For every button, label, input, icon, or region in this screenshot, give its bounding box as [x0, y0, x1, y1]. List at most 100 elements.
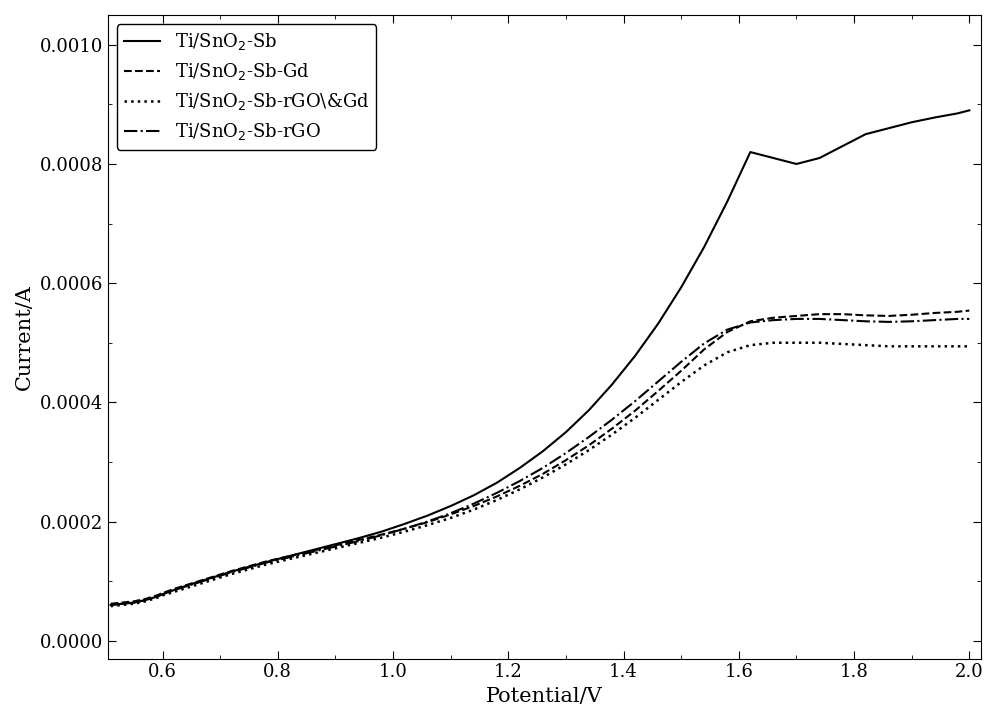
Ti/SnO$_2$-Sb-rGO: [214, 572, 226, 580]
Line: Ti/SnO$_2$-Sb-rGO: Ti/SnO$_2$-Sb-rGO: [111, 319, 969, 605]
Ti/SnO$_2$-Sb-Gd: [606, 424, 618, 433]
Ti/SnO$_2$-Sb-Gd: [376, 531, 388, 539]
Ti/SnO$_2$-Sb: [260, 558, 272, 567]
Ti/SnO$_2$-Sb-rGO: [813, 314, 825, 323]
Ti/SnO$_2$-Sb-Gd: [226, 567, 238, 575]
Ti/SnO$_2$-Sb: [422, 511, 434, 520]
Ti/SnO$_2$-Sb-rGO\&Gd: [929, 342, 941, 350]
Ti/SnO$_2$-Sb-rGO\&Gd: [744, 341, 756, 350]
Ti/SnO$_2$-Sb-Gd: [790, 311, 802, 320]
Ti/SnO$_2$-Sb-rGO\&Gd: [629, 414, 641, 423]
Ti/SnO$_2$-Sb-rGO: [491, 489, 503, 497]
Ti/SnO$_2$-Sb: [376, 527, 388, 536]
Ti/SnO$_2$-Sb: [491, 479, 503, 487]
Legend: Ti/SnO$_2$-Sb, Ti/SnO$_2$-Sb-Gd, Ti/SnO$_2$-Sb-rGO\&Gd, Ti/SnO$_2$-Sb-rGO: Ti/SnO$_2$-Sb, Ti/SnO$_2$-Sb-Gd, Ti/SnO$…: [117, 24, 376, 149]
Ti/SnO$_2$-Sb-Gd: [203, 574, 215, 583]
Ti/SnO$_2$-Sb-rGO: [157, 590, 169, 598]
Ti/SnO$_2$-Sb: [128, 598, 140, 607]
Ti/SnO$_2$-Sb: [963, 106, 975, 115]
Ti/SnO$_2$-Sb-rGO\&Gd: [837, 340, 849, 348]
Ti/SnO$_2$-Sb-rGO: [422, 517, 434, 526]
Ti/SnO$_2$-Sb: [243, 562, 255, 571]
Ti/SnO$_2$-Sb-rGO\&Gd: [191, 580, 203, 589]
Ti/SnO$_2$-Sb-rGO: [243, 563, 255, 572]
Ti/SnO$_2$-Sb: [226, 567, 238, 576]
Ti/SnO$_2$-Sb-rGO: [744, 318, 756, 327]
Ti/SnO$_2$-Sb-Gd: [929, 309, 941, 317]
Ti/SnO$_2$-Sb-Gd: [139, 595, 151, 603]
Ti/SnO$_2$-Sb-rGO\&Gd: [652, 396, 664, 404]
Ti/SnO$_2$-Sb: [191, 578, 203, 587]
Ti/SnO$_2$-Sb-Gd: [306, 547, 318, 555]
Ti/SnO$_2$-Sb-rGO\&Gd: [151, 593, 163, 602]
Ti/SnO$_2$-Sb-rGO: [675, 358, 687, 366]
Ti/SnO$_2$-Sb-rGO: [180, 582, 192, 590]
Ti/SnO$_2$-Sb: [560, 428, 572, 436]
Ti/SnO$_2$-Sb: [860, 130, 872, 138]
Ti/SnO$_2$-Sb-rGO: [376, 531, 388, 539]
Ti/SnO$_2$-Sb-rGO: [116, 599, 128, 608]
Ti/SnO$_2$-Sb-rGO\&Gd: [952, 342, 964, 350]
Ti/SnO$_2$-Sb-rGO: [560, 448, 572, 457]
Ti/SnO$_2$-Sb-Gd: [813, 310, 825, 319]
Ti/SnO$_2$-Sb-rGO\&Gd: [963, 342, 975, 350]
Ti/SnO$_2$-Sb-rGO: [652, 377, 664, 386]
Ti/SnO$_2$-Sb-Gd: [883, 311, 895, 320]
Ti/SnO$_2$-Sb-Gd: [583, 441, 595, 450]
Ti/SnO$_2$-Sb-rGO\&Gd: [243, 565, 255, 573]
Ti/SnO$_2$-Sb-rGO\&Gd: [133, 598, 145, 607]
Ti/SnO$_2$-Sb-rGO: [963, 314, 975, 323]
Ti/SnO$_2$-Sb-rGO: [203, 575, 215, 584]
Ti/SnO$_2$-Sb-Gd: [352, 536, 364, 544]
Ti/SnO$_2$-Sb-Gd: [491, 492, 503, 501]
Ti/SnO$_2$-Sb-rGO\&Gd: [352, 539, 364, 547]
Ti/SnO$_2$-Sb-rGO\&Gd: [675, 378, 687, 386]
Ti/SnO$_2$-Sb: [145, 594, 157, 603]
Ti/SnO$_2$-Sb-rGO: [260, 558, 272, 567]
Ti/SnO$_2$-Sb-Gd: [963, 306, 975, 315]
Ti/SnO$_2$-Sb-Gd: [329, 541, 341, 549]
Ti/SnO$_2$-Sb: [180, 582, 192, 590]
Ti/SnO$_2$-Sb-rGO\&Gd: [399, 527, 411, 536]
Ti/SnO$_2$-Sb-Gd: [445, 510, 457, 518]
Ti/SnO$_2$-Sb-rGO\&Gd: [514, 485, 526, 494]
Ti/SnO$_2$-Sb-Gd: [180, 581, 192, 590]
Ti/SnO$_2$-Sb-rGO\&Gd: [767, 338, 779, 347]
Ti/SnO$_2$-Sb-Gd: [133, 596, 145, 604]
X-axis label: Potential/V: Potential/V: [486, 687, 603, 706]
Ti/SnO$_2$-Sb: [514, 464, 526, 472]
Ti/SnO$_2$-Sb-Gd: [744, 317, 756, 326]
Ti/SnO$_2$-Sb-Gd: [675, 366, 687, 375]
Ti/SnO$_2$-Sb: [399, 520, 411, 528]
Ti/SnO$_2$-Sb-rGO: [629, 397, 641, 405]
Ti/SnO$_2$-Sb-rGO: [168, 585, 180, 594]
Ti/SnO$_2$-Sb-Gd: [952, 307, 964, 316]
Ti/SnO$_2$-Sb: [122, 599, 134, 608]
Ti/SnO$_2$-Sb: [883, 124, 895, 133]
Ti/SnO$_2$-Sb: [813, 154, 825, 162]
Ti/SnO$_2$-Sb-rGO: [906, 317, 918, 326]
Ti/SnO$_2$-Sb: [790, 159, 802, 168]
Ti/SnO$_2$-Sb-rGO\&Gd: [260, 560, 272, 569]
Ti/SnO$_2$-Sb: [445, 502, 457, 510]
Ti/SnO$_2$-Sb-rGO\&Gd: [721, 348, 733, 357]
Ti/SnO$_2$-Sb: [214, 571, 226, 580]
Ti/SnO$_2$-Sb: [352, 534, 364, 542]
Ti/SnO$_2$-Sb-Gd: [283, 552, 295, 560]
Ti/SnO$_2$-Sb-rGO\&Gd: [110, 601, 122, 610]
Ti/SnO$_2$-Sb-Gd: [151, 591, 163, 600]
Line: Ti/SnO$_2$-Sb-Gd: Ti/SnO$_2$-Sb-Gd: [111, 311, 969, 603]
Ti/SnO$_2$-Sb-rGO: [399, 524, 411, 533]
Y-axis label: Current/A: Current/A: [15, 284, 34, 390]
Ti/SnO$_2$-Sb: [537, 447, 549, 456]
Ti/SnO$_2$-Sb: [952, 109, 964, 118]
Ti/SnO$_2$-Sb-rGO\&Gd: [122, 600, 134, 609]
Ti/SnO$_2$-Sb: [151, 592, 163, 601]
Ti/SnO$_2$-Sb-Gd: [721, 328, 733, 337]
Ti/SnO$_2$-Sb-rGO\&Gd: [468, 505, 480, 514]
Ti/SnO$_2$-Sb-rGO: [122, 599, 134, 608]
Ti/SnO$_2$-Sb-Gd: [122, 598, 134, 606]
Ti/SnO$_2$-Sb-Gd: [767, 314, 779, 322]
Ti/SnO$_2$-Sb-rGO\&Gd: [139, 597, 151, 606]
Ti/SnO$_2$-Sb-Gd: [105, 599, 117, 608]
